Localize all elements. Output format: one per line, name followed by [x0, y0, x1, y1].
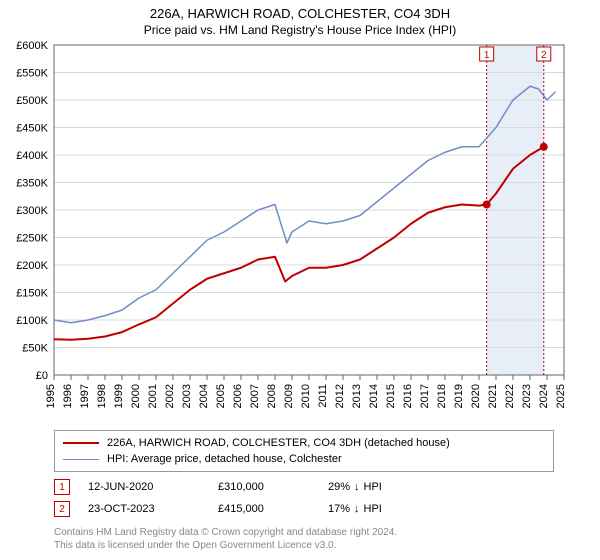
attribution-line-1: Contains HM Land Registry data © Crown c…	[54, 526, 554, 539]
xtick-label: 1997	[79, 384, 91, 408]
xtick-label: 2015	[385, 384, 397, 408]
legend-row: 226A, HARWICH ROAD, COLCHESTER, CO4 3DH …	[63, 435, 545, 451]
series-price_paid	[54, 147, 547, 340]
xtick-label: 2023	[521, 384, 533, 408]
legend-label: HPI: Average price, detached house, Colc…	[107, 453, 342, 465]
ytick-label: £0	[36, 370, 48, 382]
xtick-label: 2024	[538, 384, 550, 408]
ytick-label: £450K	[16, 123, 48, 135]
marker-detail-row: 1 12-JUN-2020£310,00029% ↓ HPI	[54, 476, 554, 498]
xtick-label: 2000	[130, 384, 142, 408]
xtick-label: 1995	[45, 384, 57, 408]
marker-price: £415,000	[218, 503, 328, 515]
xtick-label: 2018	[436, 384, 448, 408]
marker-date: 12-JUN-2020	[88, 481, 218, 493]
pct-value: 29%	[328, 481, 350, 493]
ytick-label: £300K	[16, 205, 48, 217]
xtick-label: 2022	[504, 384, 516, 408]
marker-date: 23-OCT-2023	[88, 503, 218, 515]
ytick-label: £100K	[16, 315, 48, 327]
xtick-label: 2013	[351, 384, 363, 408]
xtick-label: 2003	[181, 384, 193, 408]
down-arrow-icon: ↓	[354, 481, 360, 493]
ytick-label: £350K	[16, 178, 48, 190]
pct-suffix: HPI	[364, 503, 382, 515]
series-marker	[540, 143, 548, 151]
xtick-label: 2008	[266, 384, 278, 408]
ytick-label: £500K	[16, 95, 48, 107]
xtick-label: 2007	[249, 384, 261, 408]
line-chart: £0 £50K £100K £150K £200K £250K £300K £350K £400…	[0, 41, 600, 427]
xtick-label: 2019	[453, 384, 465, 408]
xtick-label: 2017	[419, 384, 431, 408]
pct-suffix: HPI	[364, 481, 382, 493]
marker-pct: 29% ↓ HPI	[328, 481, 382, 493]
xtick-label: 2011	[317, 384, 329, 408]
marker-pct: 17% ↓ HPI	[328, 503, 382, 515]
marker-detail-row: 2 23-OCT-2023£415,00017% ↓ HPI	[54, 498, 554, 520]
chart-subtitle: Price paid vs. HM Land Registry's House …	[0, 21, 600, 41]
legend-swatch	[63, 459, 99, 460]
ytick-label: £50K	[22, 343, 48, 355]
xtick-label: 2006	[232, 384, 244, 408]
ytick-label: £150K	[16, 288, 48, 300]
marker-rows: 1 12-JUN-2020£310,00029% ↓ HPI 2 23-OCT-2023£…	[54, 476, 554, 520]
xtick-label: 2004	[198, 384, 210, 408]
xtick-label: 1998	[96, 384, 108, 408]
attribution-line-2: This data is licensed under the Open Gov…	[54, 539, 554, 552]
pct-value: 17%	[328, 503, 350, 515]
xtick-label: 2001	[147, 384, 159, 408]
xtick-label: 2002	[164, 384, 176, 408]
legend-box: 226A, HARWICH ROAD, COLCHESTER, CO4 3DH …	[54, 430, 554, 472]
marker-price: £310,000	[218, 481, 328, 493]
ytick-label: £250K	[16, 233, 48, 245]
down-arrow-icon: ↓	[354, 503, 360, 515]
xtick-label: 2016	[402, 384, 414, 408]
xtick-label: 2012	[334, 384, 346, 408]
legend-row: HPI: Average price, detached house, Colc…	[63, 451, 545, 467]
marker-badge-small: 2	[54, 501, 70, 517]
xtick-label: 2021	[487, 384, 499, 408]
xtick-label: 2010	[300, 384, 312, 408]
marker-badge-label: 2	[541, 50, 547, 61]
ytick-label: £200K	[16, 260, 48, 272]
chart-container: 226A, HARWICH ROAD, COLCHESTER, CO4 3DH …	[0, 0, 600, 560]
xtick-label: 2005	[215, 384, 227, 408]
attribution-text: Contains HM Land Registry data © Crown c…	[54, 526, 554, 552]
xtick-label: 2014	[368, 384, 380, 408]
xtick-label: 1999	[113, 384, 125, 408]
marker-badge-small: 1	[54, 479, 70, 495]
ytick-label: £400K	[16, 150, 48, 162]
xtick-label: 1996	[62, 384, 74, 408]
xtick-label: 2025	[555, 384, 567, 408]
chart-title: 226A, HARWICH ROAD, COLCHESTER, CO4 3DH	[0, 0, 600, 21]
ytick-label: £600K	[16, 41, 48, 52]
xtick-label: 2009	[283, 384, 295, 408]
xtick-label: 2020	[470, 384, 482, 408]
marker-badge-label: 1	[484, 50, 490, 61]
ytick-label: £550K	[16, 68, 48, 80]
legend-swatch	[63, 442, 99, 444]
series-marker	[483, 201, 491, 209]
legend-label: 226A, HARWICH ROAD, COLCHESTER, CO4 3DH …	[107, 437, 450, 449]
